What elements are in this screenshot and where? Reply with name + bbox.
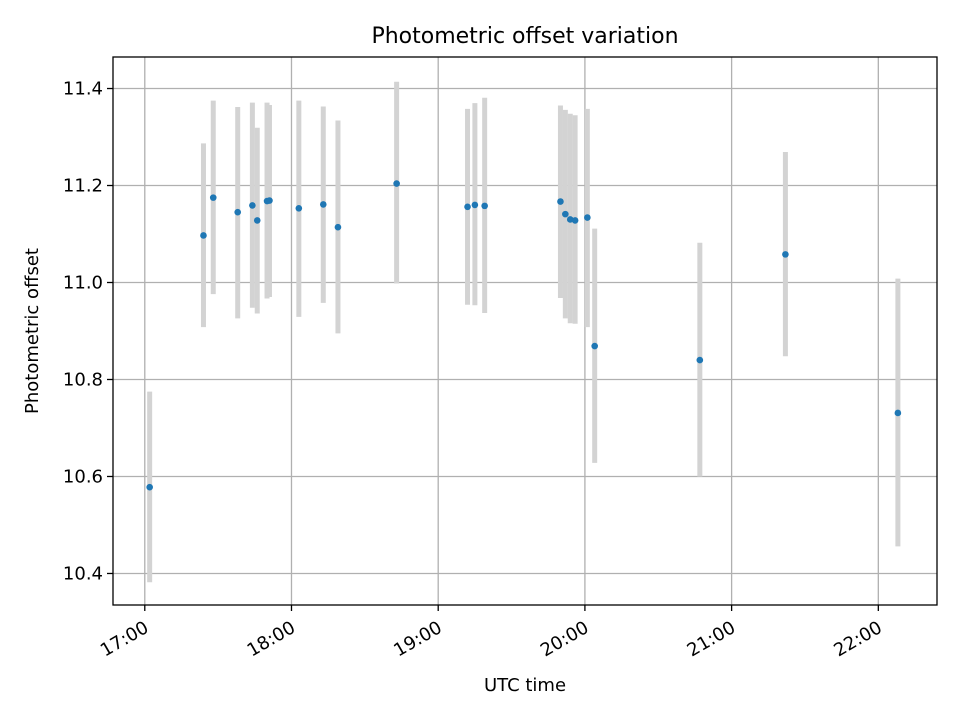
data-point — [481, 202, 488, 210]
data-point — [200, 232, 207, 239]
y-tick-label: 11.4 — [63, 79, 103, 100]
data-point — [393, 180, 400, 187]
data-point — [571, 217, 579, 224]
data-point — [249, 202, 256, 209]
data-point — [334, 223, 342, 231]
data-point — [562, 210, 569, 218]
y-tick-label: 11.2 — [63, 176, 103, 197]
data-point — [894, 409, 902, 417]
x-axis-ticks: 17:00 18:00 19:00 20:00 21:00 22:00 — [97, 605, 886, 661]
data-point — [591, 342, 598, 350]
y-tick-label: 10.6 — [63, 466, 103, 487]
data-point — [464, 203, 471, 211]
data-point — [146, 483, 153, 491]
data-point — [253, 217, 261, 224]
x-tick-label: 20:00 — [537, 617, 592, 661]
y-axis-label: Photometric offset — [22, 248, 43, 414]
data-point — [266, 197, 273, 204]
y-tick-label: 11.0 — [63, 273, 103, 294]
plot-frame — [112, 56, 938, 606]
data-point — [319, 201, 327, 208]
y-tick-label: 10.8 — [63, 369, 103, 390]
data-point — [234, 208, 242, 216]
x-tick-label: 17:00 — [97, 617, 152, 661]
y-axis-ticks: 10.4 10.6 10.8 11.0 11.2 11.4 — [63, 79, 113, 584]
x-tick-label: 18:00 — [244, 617, 299, 661]
chart-title: Photometric offset variation — [371, 24, 678, 49]
error-bars — [147, 81, 901, 583]
data-point — [566, 216, 574, 223]
x-tick-label: 19:00 — [390, 617, 445, 661]
data-point — [295, 205, 303, 212]
x-axis-label: UTC time — [484, 675, 566, 696]
x-tick-label: 21:00 — [684, 617, 739, 661]
data-point — [209, 194, 217, 201]
y-tick-label: 10.4 — [63, 563, 103, 584]
x-tick-label: 22:00 — [830, 617, 885, 661]
data-point — [557, 198, 564, 205]
data-point — [696, 356, 704, 364]
data-point — [471, 201, 479, 209]
data-point — [782, 251, 789, 258]
data-points — [146, 180, 902, 491]
data-point — [584, 214, 591, 221]
